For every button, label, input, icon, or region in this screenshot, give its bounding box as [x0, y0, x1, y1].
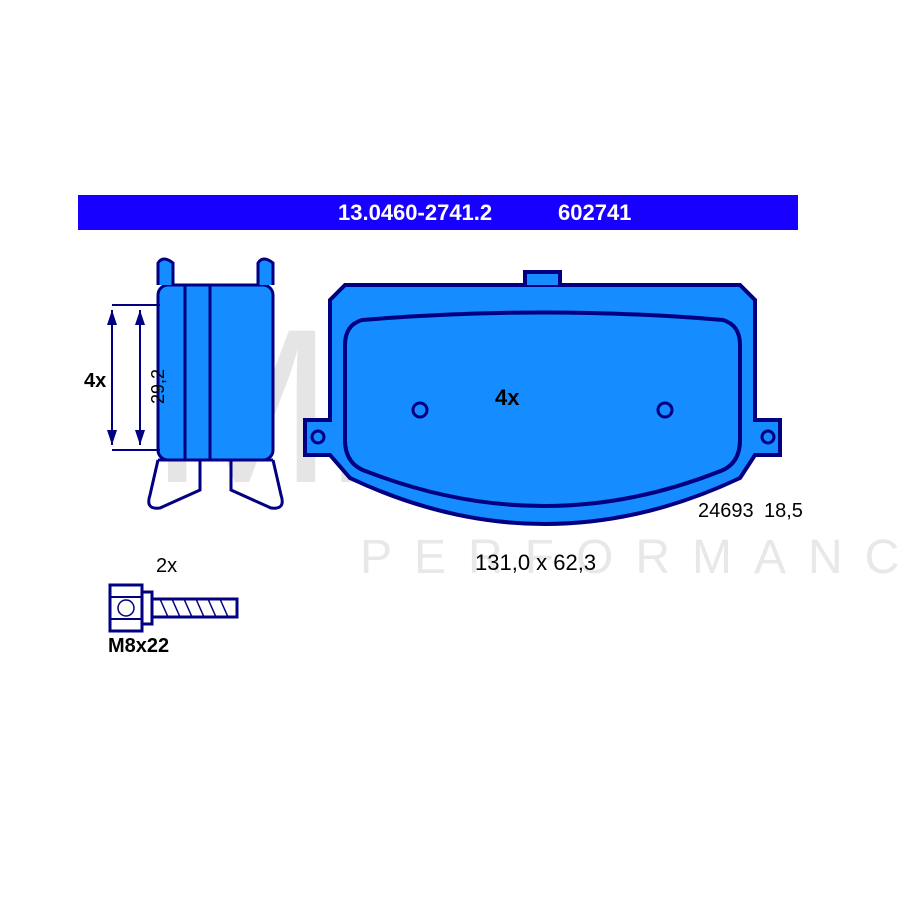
clip-diagram: [107, 259, 282, 508]
pad-qty-label: 4x: [495, 385, 519, 411]
pad-code-label: 24693: [698, 500, 754, 523]
diagram-canvas: ML PERFORMANCE 13.0460-2741.2 602741: [0, 0, 900, 900]
brake-pad-diagram: [305, 272, 780, 524]
technical-drawing: [0, 0, 900, 900]
bolt-spec-label: M8x22: [108, 635, 169, 658]
bolt-diagram: [110, 585, 237, 631]
bolt-qty-label: 2x: [156, 555, 177, 578]
clip-qty-label: 4x: [84, 370, 106, 393]
pad-dimensions-label: 131,0 x 62,3: [475, 550, 596, 576]
clip-height-label: 29,2: [148, 369, 169, 404]
pad-thickness-label: 18,5: [764, 500, 803, 523]
